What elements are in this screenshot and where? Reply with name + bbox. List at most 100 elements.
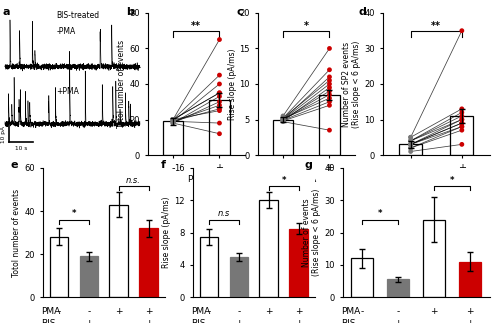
X-axis label: PMA: PMA [296, 175, 316, 184]
Text: **: ** [191, 21, 201, 31]
Text: +: + [115, 307, 122, 317]
Point [216, 131, 224, 136]
Point [216, 103, 224, 108]
Bar [319, 95, 340, 155]
Bar [272, 120, 293, 155]
Point [216, 81, 224, 87]
Point [216, 90, 224, 96]
Point [216, 106, 224, 111]
Point [406, 145, 414, 151]
Text: -: - [58, 307, 60, 317]
Point [406, 142, 414, 147]
Text: f: f [160, 160, 166, 170]
Point [169, 117, 177, 122]
Text: -: - [58, 319, 60, 323]
Text: -: - [237, 307, 240, 317]
Point [169, 117, 177, 122]
Point [458, 28, 466, 33]
Point [169, 120, 177, 126]
Point [458, 128, 466, 133]
Point [406, 135, 414, 140]
Point [326, 85, 334, 90]
Text: +PMA: +PMA [56, 87, 79, 96]
Y-axis label: Totol number of events: Totol number of events [118, 40, 126, 128]
Text: n.s.: n.s. [126, 176, 141, 185]
X-axis label: PMA: PMA [186, 175, 206, 184]
Text: +: + [85, 319, 92, 323]
Text: *: * [378, 209, 382, 218]
Point [326, 103, 334, 108]
Text: d: d [359, 7, 366, 17]
Text: -: - [87, 307, 90, 317]
Point [406, 135, 414, 140]
Bar [351, 258, 374, 297]
Point [326, 78, 334, 83]
Y-axis label: Number of events
(Rise slope < 6 pA/ms): Number of events (Rise slope < 6 pA/ms) [302, 189, 322, 276]
Bar [162, 121, 184, 155]
Text: -: - [432, 319, 436, 323]
Point [326, 46, 334, 51]
Point [458, 120, 466, 126]
Text: -PMA: -PMA [56, 27, 76, 36]
Bar [110, 204, 128, 297]
Text: *: * [450, 176, 454, 185]
Point [169, 119, 177, 124]
Text: a: a [2, 7, 10, 17]
Text: -: - [117, 319, 120, 323]
Point [169, 120, 177, 126]
Point [279, 117, 287, 122]
Text: BIS: BIS [192, 319, 206, 323]
Point [279, 119, 287, 124]
Text: +: + [466, 319, 474, 323]
Point [216, 99, 224, 104]
Point [279, 116, 287, 121]
Point [326, 99, 334, 104]
Text: b: b [126, 7, 134, 17]
Point [216, 120, 224, 126]
Point [458, 124, 466, 129]
Text: +: + [430, 307, 438, 317]
Point [406, 149, 414, 154]
Y-axis label: Number of SP2 events
(Rise slope < 6 pA/ms): Number of SP2 events (Rise slope < 6 pA/… [342, 40, 361, 128]
Bar [399, 144, 422, 155]
Text: +: + [295, 319, 302, 323]
Bar [290, 229, 308, 297]
Text: PMA: PMA [342, 307, 360, 317]
Point [279, 118, 287, 123]
Point [406, 138, 414, 143]
Point [169, 117, 177, 122]
Bar [80, 256, 98, 297]
Point [169, 120, 177, 126]
Text: -: - [360, 319, 364, 323]
Point [458, 124, 466, 129]
Text: 10 pA: 10 pA [0, 126, 5, 143]
Point [216, 90, 224, 96]
Text: *: * [304, 21, 309, 31]
X-axis label: PMA: PMA [426, 175, 446, 184]
Text: +: + [145, 319, 152, 323]
Point [406, 142, 414, 147]
Point [406, 145, 414, 151]
Point [169, 117, 177, 122]
Point [279, 116, 287, 121]
Point [326, 89, 334, 94]
Bar [140, 228, 158, 297]
Bar [260, 200, 278, 297]
Point [458, 117, 466, 122]
Point [326, 81, 334, 87]
Text: **: ** [431, 21, 442, 31]
Point [279, 117, 287, 122]
Point [216, 94, 224, 99]
Point [279, 113, 287, 119]
Text: BIS: BIS [342, 319, 356, 323]
Point [458, 120, 466, 126]
Point [169, 119, 177, 124]
Point [216, 37, 224, 42]
Point [326, 96, 334, 101]
Text: 10 s: 10 s [15, 146, 28, 151]
Text: *: * [72, 209, 76, 218]
Text: BIS: BIS [42, 319, 56, 323]
Bar [230, 257, 248, 297]
Y-axis label: Totol number of events: Totol number of events [12, 189, 22, 276]
Point [406, 138, 414, 143]
